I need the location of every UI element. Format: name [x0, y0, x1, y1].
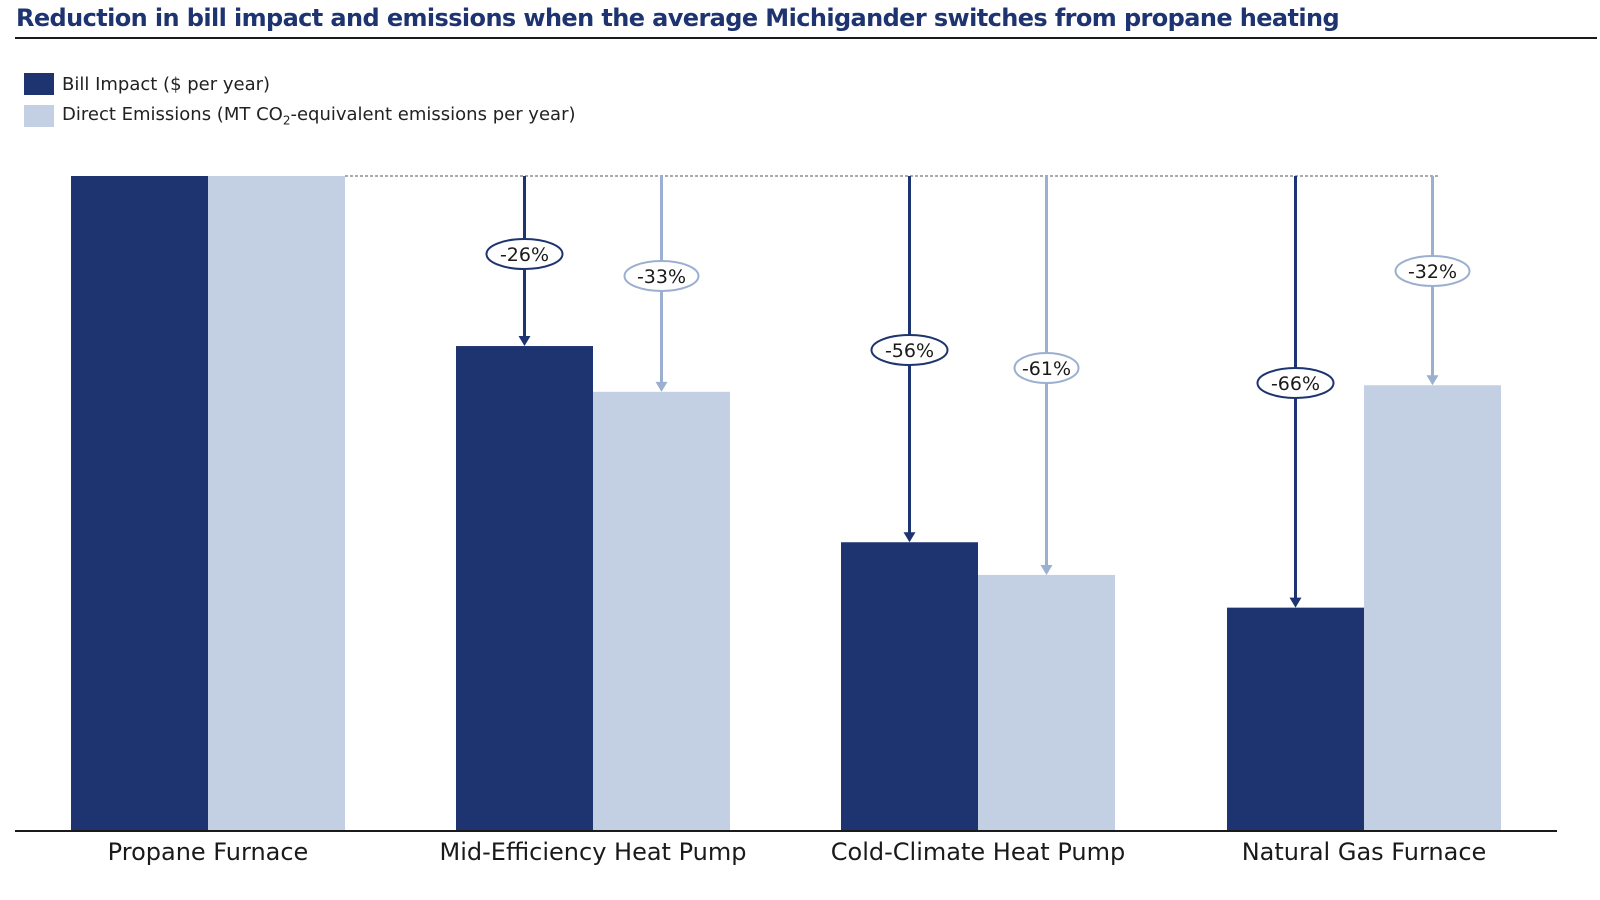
legend-item-bill-impact: Bill Impact ($ per year) [24, 68, 576, 100]
percent-badge-bill-impact-mid-efficiency-heat-pump [485, 238, 564, 270]
chart-title: Reduction in bill impact and emissions w… [16, 4, 1340, 32]
bar-bill-impact-cold-climate-heat-pump [841, 542, 978, 830]
percent-label-bill-impact-natural-gas-furnace: -66% [1271, 373, 1320, 395]
bar-direct-emissions-mid-efficiency-heat-pump [593, 391, 730, 830]
percent-badge-direct-emissions-mid-efficiency-heat-pump [623, 260, 700, 292]
percent-badge-direct-emissions-natural-gas-furnace [1394, 255, 1471, 287]
percent-badge-bill-impact-cold-climate-heat-pump [870, 334, 949, 366]
bar-bill-impact-mid-efficiency-heat-pump [456, 346, 593, 830]
legend-swatch-bill-impact [24, 73, 54, 95]
percent-label-direct-emissions-cold-climate-heat-pump: -61% [1022, 358, 1071, 380]
legend-label-bill-impact: Bill Impact ($ per year) [62, 73, 271, 95]
category-label-propane-furnace: Propane Furnace [108, 838, 309, 866]
arrowhead-bill-impact-mid-efficiency-heat-pump [518, 336, 531, 347]
bar-direct-emissions-natural-gas-furnace [1364, 385, 1501, 830]
legend-label-direct-emissions: Direct Emissions (MT CO2-equivalent emis… [62, 104, 576, 128]
bar-direct-emissions-propane-furnace [208, 176, 345, 830]
percent-label-bill-impact-mid-efficiency-heat-pump: -26% [500, 244, 549, 266]
arrowhead-direct-emissions-cold-climate-heat-pump [1040, 564, 1053, 575]
percent-label-direct-emissions-mid-efficiency-heat-pump: -33% [637, 266, 686, 288]
arrowhead-bill-impact-cold-climate-heat-pump [903, 532, 916, 543]
category-label-cold-climate-heat-pump: Cold-Climate Heat Pump [831, 838, 1125, 866]
bar-direct-emissions-cold-climate-heat-pump [978, 574, 1115, 830]
bar-bill-impact-propane-furnace [71, 176, 208, 830]
arrowhead-direct-emissions-natural-gas-furnace [1426, 375, 1439, 386]
legend-item-direct-emissions: Direct Emissions (MT CO2-equivalent emis… [24, 100, 576, 132]
bar-bill-impact-natural-gas-furnace [1227, 607, 1364, 830]
legend-swatch-direct-emissions [24, 105, 54, 127]
category-label-natural-gas-furnace: Natural Gas Furnace [1242, 838, 1487, 866]
category-label-mid-efficiency-heat-pump: Mid-Efficiency Heat Pump [440, 838, 747, 866]
percent-badge-bill-impact-natural-gas-furnace [1256, 367, 1335, 399]
percent-label-bill-impact-cold-climate-heat-pump: -56% [885, 340, 934, 362]
legend: Bill Impact ($ per year) Direct Emission… [24, 68, 576, 132]
arrowhead-bill-impact-natural-gas-furnace [1289, 597, 1302, 608]
percent-label-direct-emissions-natural-gas-furnace: -32% [1408, 261, 1457, 283]
title-divider [15, 37, 1597, 39]
percent-badge-direct-emissions-cold-climate-heat-pump [1013, 352, 1080, 384]
arrowhead-direct-emissions-mid-efficiency-heat-pump [655, 381, 668, 392]
